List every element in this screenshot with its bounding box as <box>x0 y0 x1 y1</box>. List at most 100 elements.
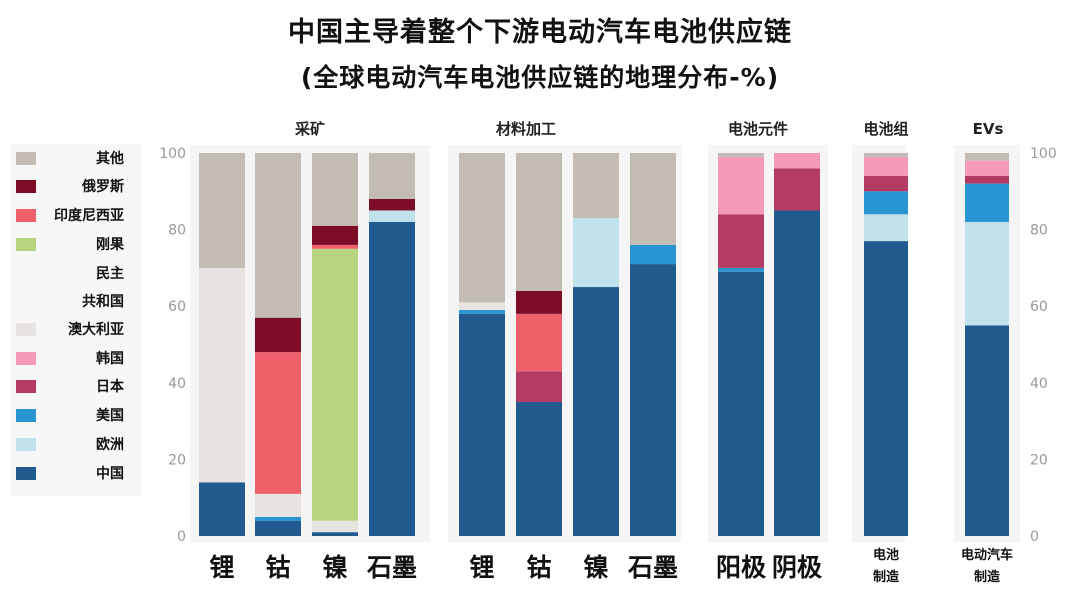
legend-label: 日本 <box>96 379 124 395</box>
y-tick-label: 40 <box>168 376 186 392</box>
legend-item: 美国 <box>10 406 142 426</box>
y-tick-label: 60 <box>1030 299 1048 315</box>
legend-label: 共和国 <box>82 294 124 310</box>
bar-segment <box>965 183 1009 222</box>
legend-label: 中国 <box>96 466 124 482</box>
legend-label: 美国 <box>96 408 124 424</box>
bar-segment <box>199 153 245 268</box>
legend-swatch <box>16 323 36 336</box>
group-label: 电池组 <box>863 120 908 138</box>
legend-swatch <box>16 238 36 251</box>
bar-segment <box>369 210 415 222</box>
legend-swatch <box>16 409 36 422</box>
y-tick-label: 80 <box>1030 223 1048 239</box>
bar-segment <box>255 153 301 318</box>
bar-segment <box>718 156 764 215</box>
legend-item: 刚果民主共和国 <box>10 235 142 310</box>
y-tick-label: 0 <box>177 529 186 545</box>
bar-segment <box>312 248 358 521</box>
category-label: 钴 <box>265 553 290 582</box>
bar-segment <box>774 168 820 211</box>
legend-swatch <box>16 438 36 451</box>
legend-label: 刚果 <box>96 237 124 253</box>
category-label: 石墨 <box>366 553 417 582</box>
bar-segment <box>864 214 908 242</box>
bar-segment <box>864 175 908 192</box>
legend-item: 其他 <box>10 149 142 169</box>
bar-segment <box>516 313 562 372</box>
bar-segment <box>459 313 505 536</box>
legend-item: 欧洲 <box>10 435 142 455</box>
legend-swatch <box>16 380 36 393</box>
bar-segment <box>630 264 676 536</box>
legend-item: 澳大利亚 <box>10 320 142 340</box>
legend-swatch <box>16 180 36 193</box>
y-tick-label: 20 <box>168 452 186 468</box>
y-tick-label: 60 <box>168 299 186 315</box>
bar-segment <box>965 325 1009 536</box>
y-tick-label: 100 <box>1030 146 1057 162</box>
bar-segment <box>516 371 562 402</box>
bar-segment <box>965 221 1009 326</box>
chart-title: 中国主导着整个下游电动汽车电池供应链 <box>288 17 792 48</box>
category-label: 阳极 <box>716 553 766 582</box>
legend-item: 日本 <box>10 377 142 397</box>
category-label: 钴 <box>526 553 551 582</box>
legend-item: 中国 <box>10 464 142 484</box>
category-label: 石墨 <box>627 553 678 582</box>
bar-segment <box>516 401 562 536</box>
bar-segment <box>255 317 301 353</box>
bar-segment <box>774 153 820 169</box>
bar-segment <box>965 153 1009 161</box>
bar-segment <box>864 191 908 215</box>
chart-subtitle: (全球电动汽车电池供应链的地理分布-%) <box>300 63 780 92</box>
group-label: EVs <box>973 120 1004 138</box>
legend-label: 韩国 <box>96 351 124 367</box>
y-tick-label: 40 <box>1030 376 1048 392</box>
category-label: 阴极 <box>772 553 822 582</box>
legend-label: 印度尼西亚 <box>54 208 124 224</box>
legend-label: 欧洲 <box>96 437 124 453</box>
y-tick-label: 100 <box>159 146 186 162</box>
bar-segment <box>312 244 358 249</box>
bar-segment <box>864 153 908 157</box>
bar-segment <box>718 153 764 157</box>
bar-segment <box>573 218 619 288</box>
bar-segment <box>369 221 415 536</box>
bar-segment <box>312 520 358 533</box>
bar-segment <box>718 267 764 272</box>
bar-segment <box>369 153 415 199</box>
bar-segment <box>459 310 505 314</box>
category-label: 镍 <box>322 553 347 582</box>
legend-swatch <box>16 467 36 480</box>
bar-segment <box>459 153 505 303</box>
legend-item: 俄罗斯 <box>10 177 142 197</box>
bar-segment <box>199 267 245 483</box>
legend: 其他俄罗斯印度尼西亚刚果民主共和国澳大利亚韩国日本美国欧洲中国 <box>10 144 142 496</box>
bar-segment <box>255 493 301 517</box>
bar-segment <box>573 153 619 219</box>
bar-segment <box>864 156 908 176</box>
legend-label: 民主 <box>96 265 124 282</box>
group-label: 采矿 <box>294 120 325 138</box>
bar-segment <box>630 244 676 265</box>
bar-segment <box>199 482 245 536</box>
bar-segment <box>718 214 764 268</box>
bar-segment <box>516 153 562 291</box>
group-label: 材料加工 <box>496 120 556 138</box>
bar-segment <box>630 153 676 245</box>
bar-segment <box>369 198 415 211</box>
bar-segment <box>459 302 505 311</box>
y-tick-label: 0 <box>1030 529 1039 545</box>
bar-segment <box>516 290 562 314</box>
category-label: 电池 <box>873 547 899 563</box>
bar-segment <box>312 532 358 536</box>
legend-label: 澳大利亚 <box>68 322 124 338</box>
legend-swatch <box>16 352 36 365</box>
bar-segment <box>718 271 764 536</box>
bar-segment <box>312 153 358 226</box>
category-label: 锂 <box>209 553 234 582</box>
legend-label: 俄罗斯 <box>82 179 124 195</box>
legend-item: 韩国 <box>10 349 142 369</box>
